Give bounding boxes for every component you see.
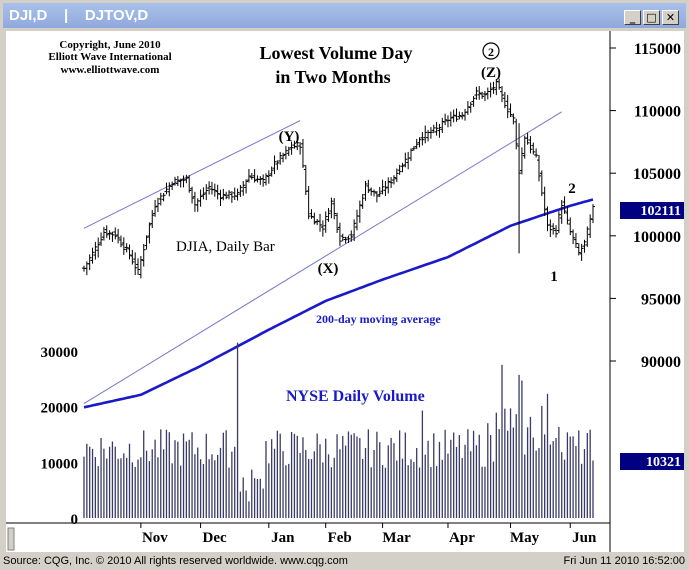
price-tick-label: 90000 xyxy=(641,354,681,371)
symbol-label: DJIA, Daily Bar xyxy=(176,239,275,255)
title-right-symbol: DJTOV,D xyxy=(84,7,149,24)
axis-labels: 95000 100000 105000 110000 115000 90000 0 10000… xyxy=(41,41,682,546)
volume-tick-label: 0 xyxy=(71,512,79,528)
scroll-handle[interactable] xyxy=(7,527,15,551)
status-timestamp: Fri Jun 11 2010 16:52:00 xyxy=(563,555,686,567)
last-price-box xyxy=(620,202,684,219)
price-tick-label: 100000 xyxy=(633,229,681,246)
title-separator: | xyxy=(64,7,69,24)
headline-line-2: in Two Months xyxy=(275,67,390,87)
time-tick-label: Mar xyxy=(382,530,411,546)
wave-2-circle xyxy=(482,42,500,60)
volume-tick-label: 30000 xyxy=(41,345,79,361)
price-tick-label: 110000 xyxy=(634,104,681,121)
price-tick-label: 115000 xyxy=(634,41,681,58)
wave-z-label: (Z) xyxy=(481,65,501,81)
wave-2-circled-label: 2 xyxy=(488,45,494,59)
time-tick-label: Dec xyxy=(203,530,227,546)
headline-line-1: Lowest Volume Day xyxy=(259,43,412,63)
wave-x-label: (X) xyxy=(318,261,339,277)
price-bars xyxy=(82,78,595,279)
status-bar: Source: CQG, Inc. © 2010 All rights rese… xyxy=(0,554,689,570)
copyright-line-1: Copyright, June 2010 xyxy=(59,39,161,51)
last-price-value: 102111 xyxy=(641,204,681,219)
moving-average-layer xyxy=(83,198,594,409)
chart-svg: 95000 100000 105000 110000 115000 90000 0 10000… xyxy=(6,31,684,552)
price-tick-label: 95000 xyxy=(641,291,681,308)
volume-bars xyxy=(83,342,594,518)
time-tick-label: Apr xyxy=(449,530,475,546)
channel-line xyxy=(83,120,301,229)
copyright-line-3: www.elliottwave.com xyxy=(61,64,160,76)
channel-line xyxy=(83,111,562,404)
wave-y-label: (Y) xyxy=(279,129,300,145)
time-tick-label: Nov xyxy=(142,530,168,546)
maximize-button[interactable]: □ xyxy=(643,10,660,25)
time-tick-label: Jun xyxy=(572,530,597,546)
minimize-button[interactable]: _ xyxy=(624,10,641,25)
volume-tick-label: 10000 xyxy=(41,456,79,472)
wave-2-label: 2 xyxy=(568,181,576,197)
copyright-line-2: Elliott Wave International xyxy=(48,51,171,63)
last-volume-value: 10321 xyxy=(646,455,681,470)
price-tick-label: 105000 xyxy=(633,166,681,183)
wave-1-label: 1 xyxy=(550,269,558,285)
moving-average-line xyxy=(83,198,594,409)
time-tick-label: May xyxy=(510,530,540,546)
window-title: DJI,D | DJTOV,D xyxy=(9,7,148,24)
volume-label: NYSE Daily Volume xyxy=(286,388,425,405)
moving-average-label: 200-day moving average xyxy=(316,312,441,326)
title-left-symbol: DJI,D xyxy=(9,7,48,24)
status-source: Source: CQG, Inc. © 2010 All rights rese… xyxy=(3,555,348,567)
last-volume-box xyxy=(620,453,684,470)
chart-plot-area: 95000 100000 105000 110000 115000 90000 0 10000… xyxy=(6,31,684,552)
time-tick-label: Feb xyxy=(328,530,352,546)
close-button[interactable]: ✕ xyxy=(662,10,679,25)
volume-tick-label: 20000 xyxy=(41,401,79,417)
window-titlebar[interactable]: DJI,D | DJTOV,D _ □ ✕ xyxy=(3,3,686,28)
channel-lines xyxy=(83,111,562,404)
time-tick-label: Jan xyxy=(271,530,295,546)
